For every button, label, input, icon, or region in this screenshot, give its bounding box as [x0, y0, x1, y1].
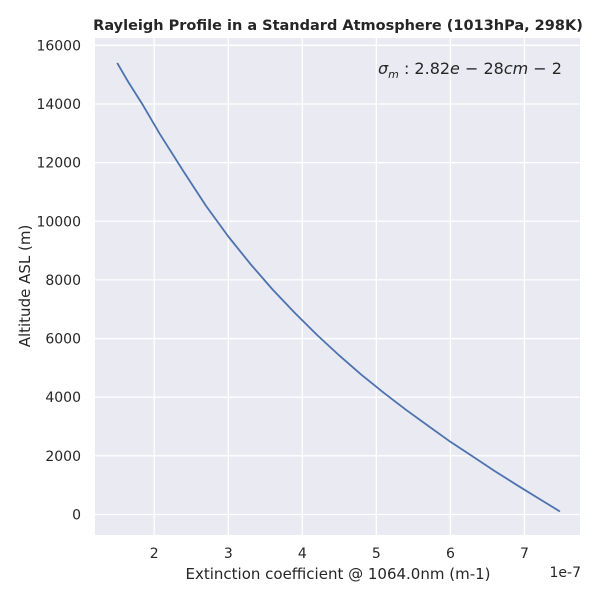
y-tick-label: 8000	[45, 273, 81, 289]
y-tick-label: 10000	[36, 214, 81, 230]
x-tick-labels: 2 3 4 5 6 7	[150, 546, 529, 562]
x-tick-label: 7	[520, 546, 529, 562]
sigma-annotation: σm : 2.82e − 28cm − 2	[378, 59, 562, 81]
y-tick-label: 0	[72, 507, 81, 523]
y-tick-label: 6000	[45, 332, 81, 348]
x-axis-label: Extinction coefficient @ 1064.0nm (m-1)	[185, 565, 490, 583]
y-tick-label: 14000	[36, 97, 81, 113]
y-tick-label: 16000	[36, 38, 81, 54]
grid	[95, 38, 580, 535]
y-tick-label: 4000	[45, 390, 81, 406]
x-tick-label: 2	[150, 546, 159, 562]
y-tick-labels: 0 2000 4000 6000 8000 10000 12000 14000 16000	[36, 38, 81, 523]
x-tick-label: 3	[224, 546, 233, 562]
y-axis-label: Altitude ASL (m)	[16, 225, 34, 348]
series-line	[116, 62, 561, 513]
x-tick-label: 6	[446, 546, 455, 562]
x-tick-label: 5	[372, 546, 381, 562]
y-tick-label: 12000	[36, 156, 81, 172]
plot-area	[95, 38, 580, 535]
y-tick-label: 2000	[45, 449, 81, 465]
chart-title: Rayleigh Profile in a Standard Atmospher…	[93, 18, 583, 34]
x-tick-label: 4	[298, 546, 307, 562]
x-offset-label: 1e-7	[550, 565, 581, 581]
series-layer	[116, 62, 561, 513]
